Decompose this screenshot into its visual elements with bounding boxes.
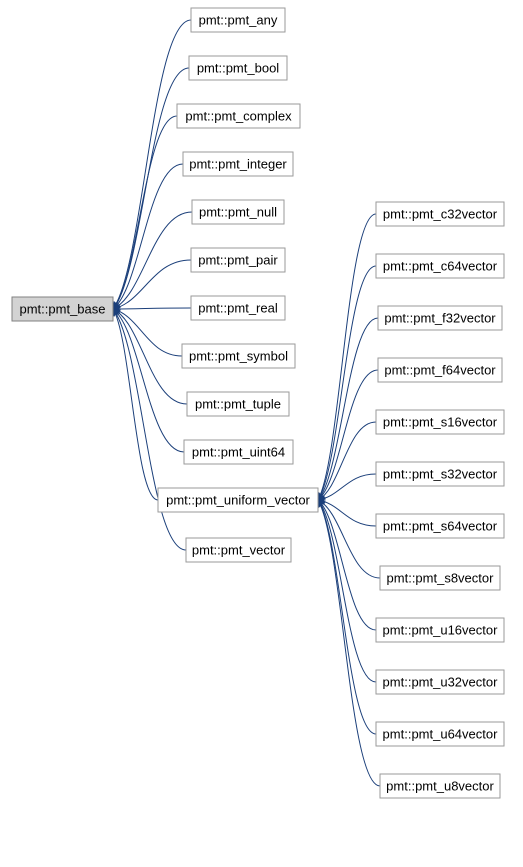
node-label: pmt::pmt_uniform_vector — [166, 492, 310, 507]
node-pmt_u8vector[interactable]: pmt::pmt_u8vector — [380, 774, 500, 798]
node-label: pmt::pmt_any — [199, 12, 278, 27]
node-label: pmt::pmt_integer — [189, 156, 287, 171]
node-label: pmt::pmt_c32vector — [383, 206, 498, 221]
node-pmt_base[interactable]: pmt::pmt_base — [12, 297, 113, 321]
node-label: pmt::pmt_s8vector — [387, 570, 495, 585]
node-pmt_vector[interactable]: pmt::pmt_vector — [186, 538, 291, 562]
node-label: pmt::pmt_s16vector — [383, 414, 498, 429]
node-label: pmt::pmt_pair — [198, 252, 278, 267]
node-label: pmt::pmt_s32vector — [383, 466, 498, 481]
node-pmt_u16vector[interactable]: pmt::pmt_u16vector — [376, 618, 504, 642]
node-pmt_real[interactable]: pmt::pmt_real — [191, 296, 285, 320]
node-pmt_tuple[interactable]: pmt::pmt_tuple — [187, 392, 289, 416]
node-pmt_s8vector[interactable]: pmt::pmt_s8vector — [380, 566, 500, 590]
node-label: pmt::pmt_c64vector — [383, 258, 498, 273]
edge-pmt_vector-to-pmt_base — [113, 309, 186, 550]
edge-pmt_c64vector-to-pmt_uniform_vector — [318, 266, 376, 500]
node-pmt_u32vector[interactable]: pmt::pmt_u32vector — [376, 670, 504, 694]
node-pmt_f32vector[interactable]: pmt::pmt_f32vector — [378, 306, 502, 330]
edge-pmt_symbol-to-pmt_base — [113, 309, 182, 356]
node-label: pmt::pmt_vector — [192, 542, 286, 557]
edge-pmt_complex-to-pmt_base — [113, 116, 177, 309]
node-label: pmt::pmt_symbol — [189, 348, 288, 363]
node-pmt_s16vector[interactable]: pmt::pmt_s16vector — [376, 410, 504, 434]
inheritance-diagram: pmt::pmt_base pmt::pmt_anypmt::pmt_boolpm… — [0, 0, 523, 867]
node-pmt_pair[interactable]: pmt::pmt_pair — [191, 248, 285, 272]
node-pmt_null[interactable]: pmt::pmt_null — [192, 200, 284, 224]
node-pmt_s64vector[interactable]: pmt::pmt_s64vector — [376, 514, 504, 538]
node-label: pmt::pmt_f64vector — [384, 362, 496, 377]
edge-pmt_real-to-pmt_base — [113, 308, 191, 309]
node-pmt_uint64[interactable]: pmt::pmt_uint64 — [184, 440, 293, 464]
node-label: pmt::pmt_base — [20, 301, 106, 316]
node-label: pmt::pmt_complex — [185, 108, 292, 123]
edge-pmt_null-to-pmt_base — [113, 212, 192, 309]
node-label: pmt::pmt_u16vector — [383, 622, 499, 637]
edge-pmt_u64vector-to-pmt_uniform_vector — [318, 500, 376, 734]
node-label: pmt::pmt_tuple — [195, 396, 281, 411]
node-pmt_c32vector[interactable]: pmt::pmt_c32vector — [376, 202, 504, 226]
nodes: pmt::pmt_base pmt::pmt_anypmt::pmt_boolpm… — [12, 8, 504, 798]
node-pmt_symbol[interactable]: pmt::pmt_symbol — [182, 344, 295, 368]
edge-pmt_u8vector-to-pmt_uniform_vector — [318, 500, 380, 786]
node-label: pmt::pmt_f32vector — [384, 310, 496, 325]
node-pmt_bool[interactable]: pmt::pmt_bool — [189, 56, 287, 80]
node-label: pmt::pmt_s64vector — [383, 518, 498, 533]
node-pmt_c64vector[interactable]: pmt::pmt_c64vector — [376, 254, 504, 278]
node-pmt_s32vector[interactable]: pmt::pmt_s32vector — [376, 462, 504, 486]
node-label: pmt::pmt_null — [199, 204, 277, 219]
node-pmt_integer[interactable]: pmt::pmt_integer — [183, 152, 293, 176]
node-label: pmt::pmt_bool — [197, 60, 279, 75]
node-label: pmt::pmt_u64vector — [383, 726, 499, 741]
node-label: pmt::pmt_real — [198, 300, 278, 315]
edge-pmt_s8vector-to-pmt_uniform_vector — [318, 500, 380, 578]
node-pmt_complex[interactable]: pmt::pmt_complex — [177, 104, 300, 128]
node-pmt_u64vector[interactable]: pmt::pmt_u64vector — [376, 722, 504, 746]
node-label: pmt::pmt_u32vector — [383, 674, 499, 689]
node-pmt_uniform_vector[interactable]: pmt::pmt_uniform_vector — [158, 488, 318, 512]
node-label: pmt::pmt_u8vector — [386, 778, 494, 793]
node-label: pmt::pmt_uint64 — [192, 444, 285, 459]
node-pmt_any[interactable]: pmt::pmt_any — [191, 8, 285, 32]
node-pmt_f64vector[interactable]: pmt::pmt_f64vector — [378, 358, 502, 382]
